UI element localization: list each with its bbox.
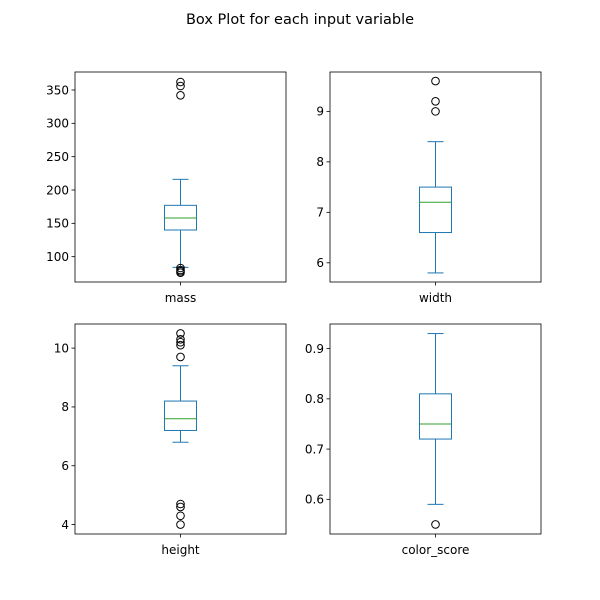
y-tick-label: 9 (316, 105, 324, 119)
x-tick-label: mass (165, 291, 197, 305)
y-tick-label: 0.8 (305, 392, 324, 406)
y-tick-label: 0.9 (305, 342, 324, 356)
outlier-point (176, 81, 185, 91)
outlier-point (176, 520, 185, 529)
outlier-point (176, 511, 185, 521)
iqr-box (419, 393, 452, 440)
outlier-point (176, 91, 185, 100)
outlier-point (431, 107, 440, 116)
outlier-point (176, 502, 185, 512)
x-tick-label: width (419, 291, 452, 305)
outlier-point (431, 520, 440, 529)
y-tick-label: 8 (316, 155, 324, 169)
x-tick-label: height (161, 543, 200, 557)
y-tick-label: 350 (46, 83, 69, 97)
panel-mass: 100 150 200 250 300 350 mass (46, 71, 287, 305)
outlier-point (176, 263, 185, 273)
iqr-box (419, 186, 452, 234)
panel-width: 6 7 8 9 width (316, 71, 542, 305)
panel-height: 4 6 8 10 height (54, 323, 287, 557)
outlier-point (176, 337, 185, 347)
y-tick-label: 8 (61, 400, 69, 414)
y-tick-label: 150 (46, 217, 69, 231)
y-tick-label: 200 (46, 183, 69, 197)
y-tick-label: 300 (46, 117, 69, 131)
chart-title: Box Plot for each input variable (186, 12, 414, 28)
iqr-box (164, 400, 197, 431)
outlier-point (176, 352, 185, 362)
panels: 100 150 200 250 300 350 mass 6 7 8 9 width 4 6 8 10 heig… (46, 71, 542, 557)
outlier-point (176, 334, 185, 344)
x-tick-label: color_score (402, 543, 470, 557)
outlier-point (176, 77, 185, 87)
outlier-point (431, 76, 440, 86)
y-tick-label: 6 (316, 256, 324, 270)
outlier-point (176, 340, 185, 350)
y-tick-label: 7 (316, 206, 324, 220)
outlier-point (431, 96, 440, 106)
y-tick-label: 250 (46, 150, 69, 164)
axes-frame (74, 323, 287, 535)
y-tick-label: 4 (61, 518, 69, 532)
panel-color-score: 0.6 0.7 0.8 0.9 color_score (305, 323, 542, 557)
y-tick-label: 100 (46, 250, 69, 264)
y-tick-label: 0.6 (305, 493, 324, 507)
outlier-point (176, 499, 185, 509)
y-tick-label: 6 (61, 459, 69, 473)
outlier-point (176, 329, 185, 338)
y-tick-label: 0.7 (305, 442, 324, 456)
y-tick-label: 10 (54, 341, 69, 355)
